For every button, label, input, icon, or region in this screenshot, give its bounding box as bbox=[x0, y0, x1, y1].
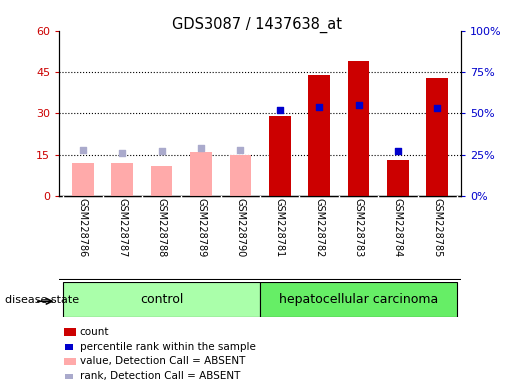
Text: GSM228790: GSM228790 bbox=[235, 199, 245, 258]
Text: percentile rank within the sample: percentile rank within the sample bbox=[80, 342, 256, 352]
Text: control: control bbox=[140, 293, 183, 306]
Bar bbox=[190, 152, 212, 196]
Bar bbox=[387, 160, 409, 196]
Text: GDS3087 / 1437638_at: GDS3087 / 1437638_at bbox=[173, 17, 342, 33]
Text: value, Detection Call = ABSENT: value, Detection Call = ABSENT bbox=[80, 356, 245, 366]
Text: GSM228783: GSM228783 bbox=[353, 199, 364, 258]
Bar bbox=[151, 166, 173, 196]
Text: GSM228785: GSM228785 bbox=[432, 199, 442, 258]
Bar bbox=[260, 282, 457, 317]
Text: GSM228781: GSM228781 bbox=[275, 199, 285, 258]
Point bbox=[118, 150, 126, 156]
Bar bbox=[348, 61, 369, 196]
Bar bbox=[230, 155, 251, 196]
Point bbox=[354, 102, 363, 108]
Bar bbox=[63, 282, 260, 317]
Text: hepatocellular carcinoma: hepatocellular carcinoma bbox=[279, 293, 438, 306]
Bar bbox=[308, 75, 330, 196]
Point bbox=[394, 148, 402, 154]
Bar bbox=[72, 163, 94, 196]
Text: rank, Detection Call = ABSENT: rank, Detection Call = ABSENT bbox=[80, 371, 240, 381]
Bar bbox=[269, 116, 290, 196]
Point bbox=[158, 148, 166, 154]
Text: GSM228787: GSM228787 bbox=[117, 199, 127, 258]
Point bbox=[197, 145, 205, 151]
Text: disease state: disease state bbox=[5, 295, 79, 305]
Text: GSM228788: GSM228788 bbox=[157, 199, 167, 258]
Point bbox=[433, 105, 441, 111]
Text: GSM228789: GSM228789 bbox=[196, 199, 206, 258]
Point bbox=[79, 147, 87, 153]
Bar bbox=[426, 78, 448, 196]
Text: GSM228786: GSM228786 bbox=[78, 199, 88, 258]
Point bbox=[236, 147, 245, 153]
Text: GSM228784: GSM228784 bbox=[393, 199, 403, 258]
Bar bbox=[111, 163, 133, 196]
Point bbox=[276, 107, 284, 113]
Text: count: count bbox=[80, 327, 109, 337]
Point bbox=[315, 104, 323, 110]
Text: GSM228782: GSM228782 bbox=[314, 199, 324, 258]
